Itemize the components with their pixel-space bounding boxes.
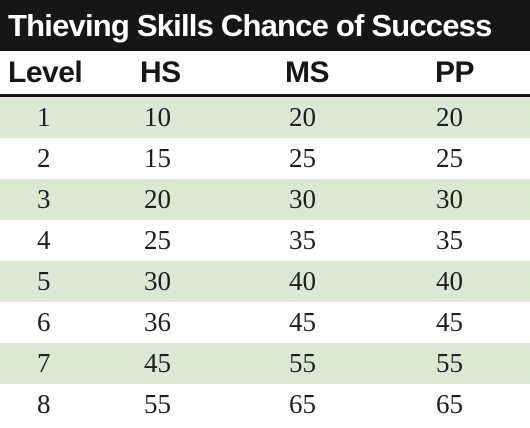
pp-cell: 45: [436, 307, 463, 337]
hs-cell: 25: [144, 225, 171, 255]
level-cell: 4: [37, 225, 51, 255]
ms-cell: 20: [289, 102, 316, 132]
table-row: 3 20 30 30: [0, 179, 530, 220]
ms-cell: 30: [289, 184, 316, 214]
pp-cell: 25: [436, 143, 463, 173]
level-cell: 7: [37, 348, 51, 378]
table-row: 4 25 35 35: [0, 220, 530, 261]
hs-cell: 45: [144, 348, 171, 378]
table-row: 8 55 65 65: [0, 384, 530, 425]
table-row: 1 10 20 20: [0, 97, 530, 138]
pp-cell: 40: [436, 266, 463, 296]
table-row: 7 45 55 55: [0, 343, 530, 384]
pp-cell: 30: [436, 184, 463, 214]
hs-cell: 30: [144, 266, 171, 296]
pp-cell: 20: [436, 102, 463, 132]
thieving-skills-table: Level HS MS PP 1 10 20 20 2 15 25 25 3 2…: [0, 51, 530, 425]
ms-cell: 45: [289, 307, 316, 337]
column-header-ms: MS: [285, 55, 330, 89]
ms-cell: 55: [289, 348, 316, 378]
ms-cell: 65: [289, 389, 316, 419]
pp-cell: 55: [436, 348, 463, 378]
table-row: 2 15 25 25: [0, 138, 530, 179]
hs-cell: 55: [144, 389, 171, 419]
table-title: Thieving Skills Chance of Success: [0, 0, 530, 51]
level-cell: 1: [37, 102, 51, 132]
table-row: 5 30 40 40: [0, 261, 530, 302]
level-cell: 8: [37, 389, 51, 419]
ms-cell: 25: [289, 143, 316, 173]
hs-cell: 10: [144, 102, 171, 132]
column-header-level: Level: [8, 55, 83, 89]
column-header-pp: PP: [435, 55, 475, 89]
level-cell: 2: [37, 143, 51, 173]
level-cell: 3: [37, 184, 51, 214]
level-cell: 5: [37, 266, 51, 296]
column-header-hs: HS: [140, 55, 181, 89]
pp-cell: 65: [436, 389, 463, 419]
table-header-row: Level HS MS PP: [0, 51, 530, 97]
hs-cell: 36: [144, 307, 171, 337]
hs-cell: 20: [144, 184, 171, 214]
hs-cell: 15: [144, 143, 171, 173]
ms-cell: 35: [289, 225, 316, 255]
ms-cell: 40: [289, 266, 316, 296]
level-cell: 6: [37, 307, 51, 337]
pp-cell: 35: [436, 225, 463, 255]
table-row: 6 36 45 45: [0, 302, 530, 343]
